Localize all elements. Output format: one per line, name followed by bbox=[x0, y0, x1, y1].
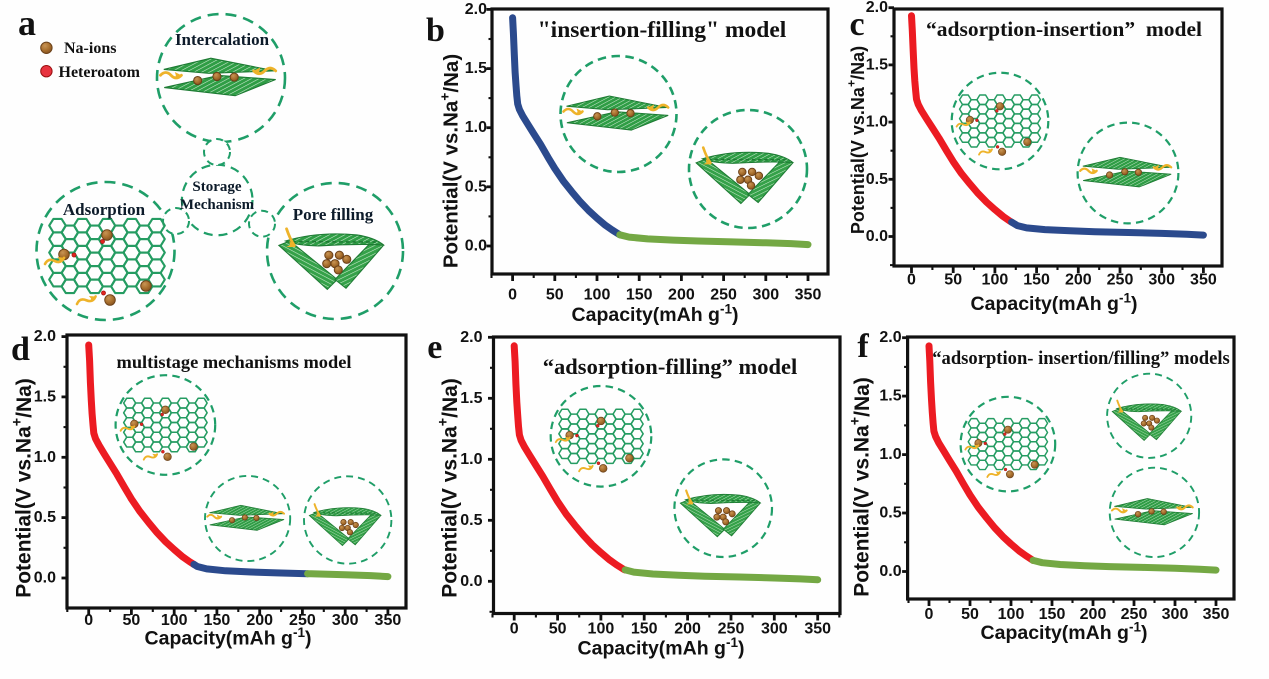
svg-text:200: 200 bbox=[246, 612, 273, 629]
svg-text:100: 100 bbox=[161, 612, 188, 629]
svg-text:0.0: 0.0 bbox=[879, 563, 901, 580]
svg-text:Mechanism: Mechanism bbox=[180, 197, 255, 213]
svg-text:“adsorption-filling” model: “adsorption-filling” model bbox=[543, 354, 797, 379]
svg-text:1.0: 1.0 bbox=[465, 119, 487, 136]
svg-text:Capacity(mAh g-1): Capacity(mAh g-1) bbox=[981, 619, 1148, 644]
svg-text:Capacity(mAh g-1): Capacity(mAh g-1) bbox=[971, 290, 1138, 315]
svg-text:b: b bbox=[426, 12, 445, 49]
svg-text:100: 100 bbox=[998, 606, 1025, 623]
svg-text:200: 200 bbox=[668, 287, 695, 304]
svg-text:350: 350 bbox=[804, 621, 831, 638]
svg-text:150: 150 bbox=[204, 612, 231, 629]
svg-text:1.0: 1.0 bbox=[34, 449, 56, 466]
svg-text:0.5: 0.5 bbox=[34, 509, 56, 526]
svg-text:Potential(V vs.Na+/Na): Potential(V vs.Na+/Na) bbox=[436, 378, 462, 598]
svg-text:0.0: 0.0 bbox=[34, 570, 56, 587]
svg-text:1.0: 1.0 bbox=[866, 114, 888, 131]
svg-text:150: 150 bbox=[1023, 272, 1050, 289]
svg-text:0: 0 bbox=[508, 287, 517, 304]
svg-text:300: 300 bbox=[761, 621, 788, 638]
svg-text:50: 50 bbox=[546, 287, 564, 304]
svg-text:1.5: 1.5 bbox=[34, 388, 56, 405]
svg-text:Na-ions: Na-ions bbox=[64, 40, 116, 57]
svg-text:50: 50 bbox=[961, 606, 979, 623]
svg-text:0: 0 bbox=[907, 272, 916, 289]
svg-text:Capacity(mAh g-1): Capacity(mAh g-1) bbox=[572, 301, 739, 326]
svg-text:300: 300 bbox=[752, 287, 779, 304]
svg-text:1.5: 1.5 bbox=[879, 388, 901, 405]
svg-text:multistage mechanisms model: multistage mechanisms model bbox=[117, 352, 352, 372]
svg-text:0.5: 0.5 bbox=[460, 512, 482, 529]
svg-text:Potential(V vs.Na+/Na): Potential(V vs.Na+/Na) bbox=[848, 377, 874, 597]
svg-text:100: 100 bbox=[588, 621, 615, 638]
svg-text:0: 0 bbox=[510, 621, 519, 638]
svg-text:0.0: 0.0 bbox=[465, 238, 487, 255]
svg-text:250: 250 bbox=[1121, 606, 1148, 623]
svg-text:d: d bbox=[11, 331, 30, 368]
svg-text:Potential(V vs.Na+/Na): Potential(V vs.Na+/Na) bbox=[437, 54, 463, 268]
svg-text:c: c bbox=[849, 6, 864, 43]
svg-text:50: 50 bbox=[549, 621, 567, 638]
svg-text:"insertion-filling" model: "insertion-filling" model bbox=[538, 17, 787, 43]
svg-text:250: 250 bbox=[289, 612, 316, 629]
svg-text:200: 200 bbox=[674, 621, 701, 638]
svg-text:0.5: 0.5 bbox=[465, 178, 487, 195]
svg-text:1.0: 1.0 bbox=[879, 446, 901, 463]
svg-text:Storage: Storage bbox=[192, 179, 241, 195]
svg-text:0: 0 bbox=[84, 612, 93, 629]
svg-text:50: 50 bbox=[944, 272, 962, 289]
svg-text:Capacity(mAh g-1): Capacity(mAh g-1) bbox=[578, 635, 745, 660]
svg-text:2.0: 2.0 bbox=[34, 328, 56, 345]
svg-text:1.5: 1.5 bbox=[460, 390, 482, 407]
svg-text:Potential(V vs.Na+/Na): Potential(V vs.Na+/Na) bbox=[10, 378, 36, 598]
svg-text:300: 300 bbox=[1148, 272, 1175, 289]
svg-text:300: 300 bbox=[1162, 606, 1189, 623]
svg-text:1.0: 1.0 bbox=[460, 451, 482, 468]
svg-text:250: 250 bbox=[710, 287, 737, 304]
svg-text:100: 100 bbox=[982, 272, 1009, 289]
svg-text:200: 200 bbox=[1065, 272, 1092, 289]
svg-text:e: e bbox=[427, 329, 442, 366]
svg-text:200: 200 bbox=[1080, 606, 1107, 623]
svg-text:Adsorption: Adsorption bbox=[63, 200, 146, 219]
svg-text:350: 350 bbox=[375, 612, 402, 629]
svg-text:150: 150 bbox=[631, 621, 658, 638]
svg-text:2.0: 2.0 bbox=[866, 0, 888, 16]
svg-text:“adsorption-insertion” model: “adsorption-insertion” model bbox=[926, 17, 1202, 41]
svg-text:150: 150 bbox=[626, 287, 653, 304]
svg-text:0.0: 0.0 bbox=[866, 228, 888, 245]
svg-text:Pore filling: Pore filling bbox=[293, 205, 374, 224]
svg-text:350: 350 bbox=[1203, 606, 1230, 623]
svg-text:350: 350 bbox=[1190, 272, 1217, 289]
svg-text:2.0: 2.0 bbox=[465, 1, 487, 18]
svg-text:300: 300 bbox=[332, 612, 359, 629]
svg-text:1.5: 1.5 bbox=[465, 60, 487, 77]
svg-text:0.0: 0.0 bbox=[460, 573, 482, 590]
svg-text:a: a bbox=[18, 3, 36, 43]
svg-text:2.0: 2.0 bbox=[460, 329, 482, 346]
svg-text:f: f bbox=[857, 328, 869, 365]
svg-text:250: 250 bbox=[1107, 272, 1134, 289]
svg-text:0: 0 bbox=[925, 606, 934, 623]
svg-text:0.5: 0.5 bbox=[879, 505, 901, 522]
svg-text:Potential(V vs.Na+/Na): Potential(V vs.Na+/Na) bbox=[845, 46, 869, 234]
svg-text:“adsorption- insertion/filling: “adsorption- insertion/filling” models bbox=[932, 348, 1230, 369]
svg-text:250: 250 bbox=[718, 621, 745, 638]
svg-text:100: 100 bbox=[584, 287, 611, 304]
svg-text:150: 150 bbox=[1039, 606, 1066, 623]
svg-text:0.5: 0.5 bbox=[866, 171, 888, 188]
svg-text:50: 50 bbox=[123, 612, 141, 629]
svg-text:2.0: 2.0 bbox=[879, 329, 901, 346]
svg-text:1.5: 1.5 bbox=[866, 56, 888, 73]
svg-text:Capacity(mAh g-1): Capacity(mAh g-1) bbox=[145, 625, 312, 650]
svg-text:Heteroatom: Heteroatom bbox=[59, 64, 141, 81]
svg-text:Intercalation: Intercalation bbox=[175, 30, 270, 49]
svg-text:350: 350 bbox=[795, 287, 822, 304]
